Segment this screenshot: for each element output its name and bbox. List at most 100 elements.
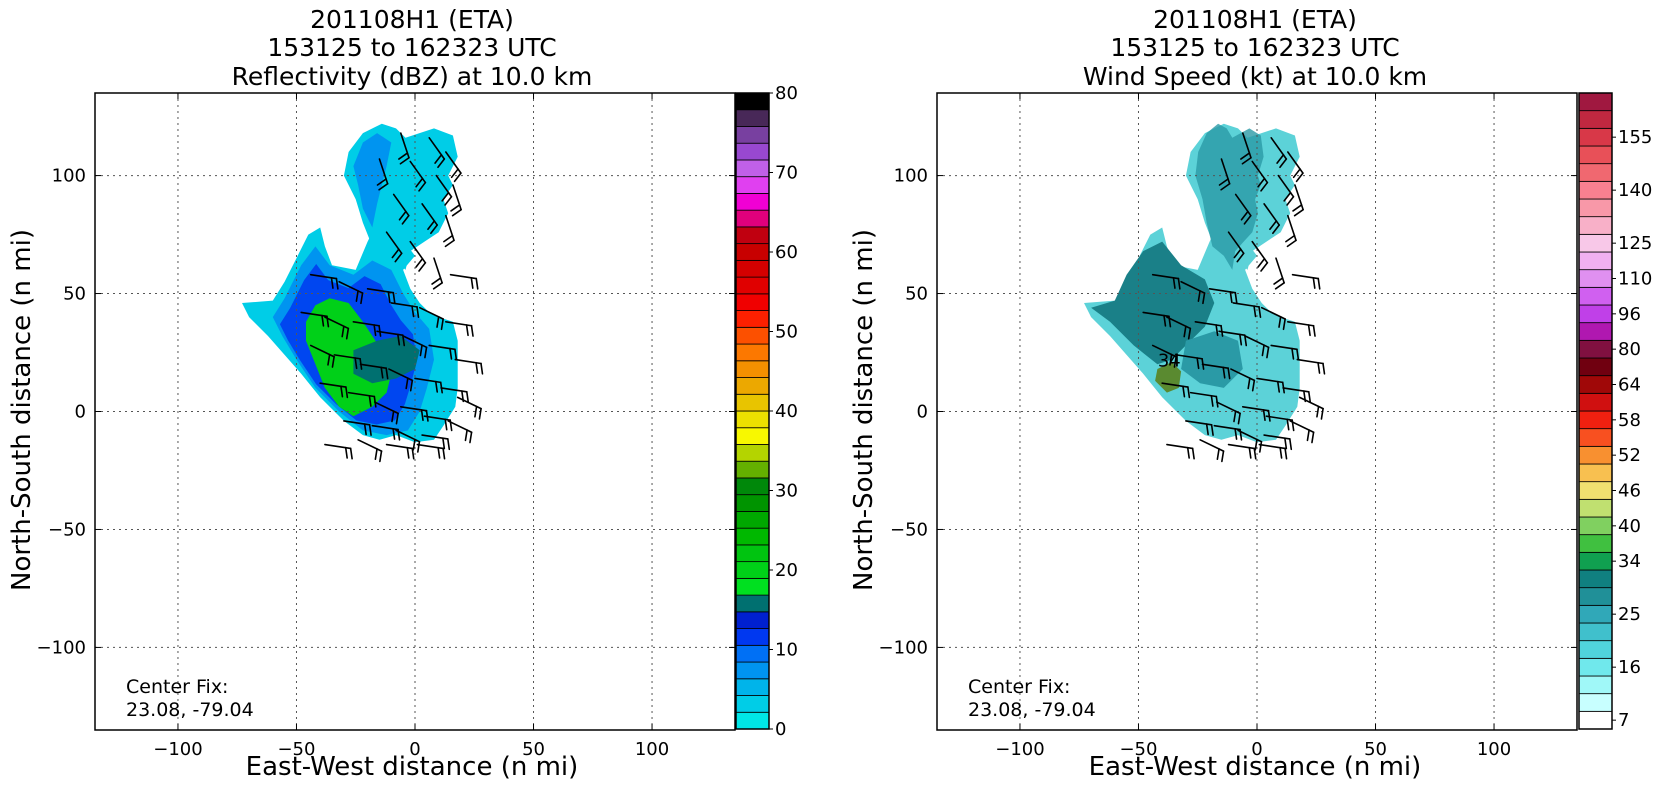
colorbar-bin (735, 142, 770, 161)
colorbar-bin (1578, 127, 1613, 147)
barb-feather (345, 386, 349, 399)
colorbar-bin (1578, 322, 1613, 341)
colorbar-tick-label: 58 (1618, 410, 1641, 431)
colorbar-bin (735, 644, 770, 663)
wind-barb (443, 214, 455, 248)
barb-feather (1260, 261, 1269, 272)
wind-barb (409, 160, 427, 192)
wind-barb (1263, 434, 1293, 451)
barb-feather (1202, 292, 1206, 305)
wind-barb (1258, 443, 1288, 460)
barb-feather (453, 172, 462, 183)
colorbar-bin (735, 477, 770, 496)
barb-feather (443, 234, 454, 243)
colorbar-bin (735, 494, 770, 512)
barb-feather (1312, 277, 1316, 289)
wind-barb (1161, 382, 1191, 399)
barb-feather (464, 429, 468, 442)
colorbar-bin (1578, 657, 1613, 677)
colorbar-bin (735, 343, 770, 362)
colorbar-tick-label: 110 (1618, 269, 1652, 290)
barb-staff (357, 439, 383, 452)
wind-barb (1166, 316, 1192, 340)
wind-barb (449, 273, 479, 290)
plot-frame (936, 92, 1578, 731)
barb-feather (391, 410, 395, 423)
barb-feather (1254, 438, 1258, 451)
wind-barb (385, 231, 403, 263)
colorbar-bin (735, 611, 770, 629)
wind-barb (1263, 203, 1281, 235)
barb-feather (1307, 390, 1312, 403)
wind-barb (319, 382, 349, 399)
barb-feather (1282, 318, 1286, 331)
colorbar-bin (1578, 375, 1613, 394)
wind-barb (445, 151, 462, 183)
barb-feather (401, 214, 410, 225)
wind-barb (1166, 443, 1195, 460)
barb-feather (1187, 327, 1192, 340)
barb-feather (1307, 324, 1311, 337)
colorbar-tick-label: 50 (775, 322, 798, 343)
colorbar-tick-label: 96 (1618, 304, 1641, 325)
wind-barb (1218, 330, 1248, 347)
colorbar-bin (1578, 675, 1613, 695)
barb-feather (1243, 334, 1248, 347)
barb-feather (335, 277, 339, 290)
barb-feather (397, 333, 401, 346)
colorbar-bin (735, 695, 770, 713)
colorbar-bin (1578, 445, 1613, 465)
wind-region-25-34 (1181, 331, 1243, 388)
y-tick-label: 100 (894, 166, 928, 187)
wind-barb (1151, 344, 1177, 368)
barb-feather (327, 353, 331, 366)
y-tick-label: 50 (63, 284, 86, 305)
wind-barb (1277, 174, 1295, 206)
x-axis-label: East-West distance (n mi) (246, 752, 579, 782)
barb-feather (1177, 277, 1181, 290)
wind-barb (1270, 344, 1300, 361)
colorbar-bin (1578, 569, 1613, 589)
barb-feather (1248, 446, 1252, 459)
y-tick-label: 0 (75, 402, 86, 423)
wind-barb (421, 434, 451, 451)
barb-feather (432, 282, 443, 290)
barb-feather (424, 346, 428, 359)
x-tick-label: 50 (1364, 739, 1387, 760)
colorbar-bin (735, 628, 770, 646)
barb-feather (480, 362, 484, 375)
x-tick-label: −100 (153, 739, 202, 760)
barb-feather (1286, 418, 1290, 431)
barb-staff (1258, 443, 1286, 450)
colorbar-bin (1578, 693, 1613, 712)
barb-feather (1274, 282, 1285, 290)
barb-feather (340, 385, 344, 398)
barb-feather (470, 324, 474, 337)
wind-barb (343, 420, 372, 436)
colorbar-bin (735, 678, 770, 696)
wind-barb (398, 132, 410, 165)
wind-barb (385, 443, 415, 460)
x-tick-label: 50 (522, 739, 545, 760)
wind-barb (450, 184, 462, 217)
barb-feather (399, 156, 410, 165)
colorbar-bin (735, 577, 770, 596)
barb-feather (1311, 431, 1315, 444)
colorbar-bin (1578, 622, 1613, 642)
x-tick-label: 0 (409, 739, 420, 760)
colorbar-bin (735, 92, 770, 111)
barb-feather (398, 210, 407, 221)
barb-feather (374, 448, 378, 461)
barb-feather (469, 431, 473, 444)
barb-feather (1215, 324, 1219, 337)
barb-feather (418, 261, 427, 272)
wind-barb (373, 401, 399, 425)
x-tick-label: −100 (995, 739, 1044, 760)
colorbar-bin (1578, 710, 1613, 730)
barb-feather (1278, 316, 1282, 328)
wind-barb (445, 321, 474, 337)
barb-feather (373, 324, 377, 337)
barb-feather (1233, 410, 1237, 423)
barb-feather (442, 447, 446, 460)
title-line-2: 153125 to 162323 UTC (1110, 33, 1399, 62)
